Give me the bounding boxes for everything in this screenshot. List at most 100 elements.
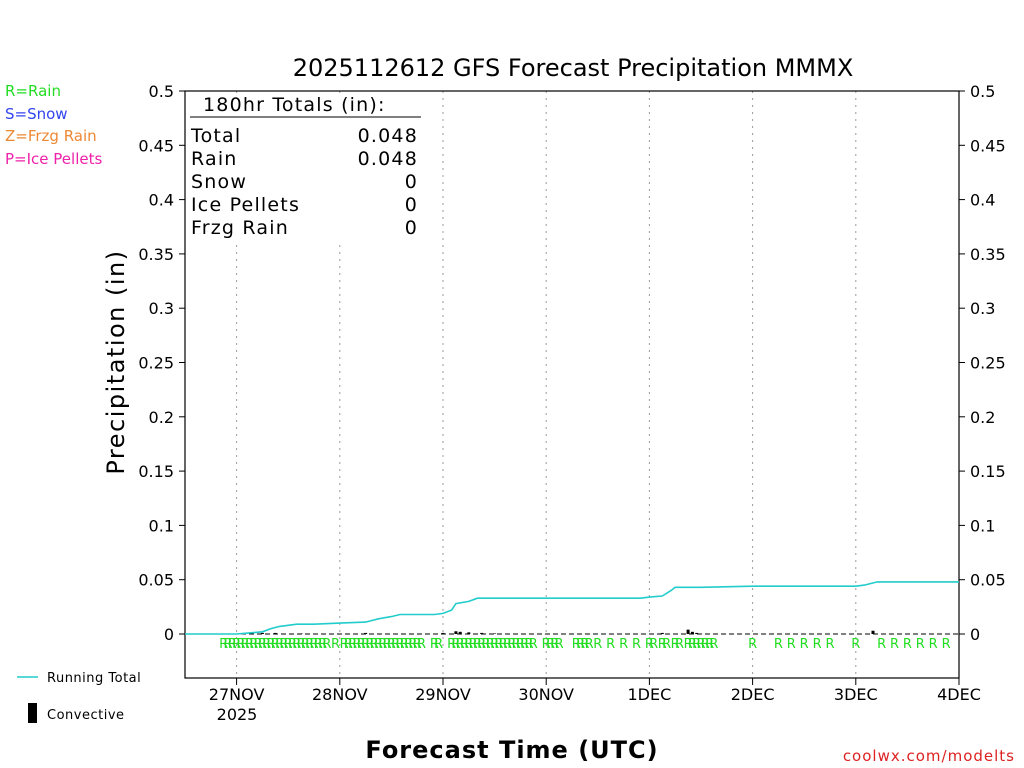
credit-text: coolwx.com/modelts [843,747,1015,765]
x-tick-label: 30NOV [518,685,574,704]
x-tick-label: 1DEC [628,685,672,704]
precip-type-mark-rain: R [254,637,263,652]
precip-type-mark-rain: R [499,637,508,652]
precip-type-mark-rain: R [709,637,718,652]
precip-type-mark-rain: R [279,637,288,652]
precip-type-mark-rain: R [460,637,469,652]
precip-type-mark-rain: R [619,637,628,652]
precip-type-mark-rain: R [787,637,796,652]
precip-type-mark-rain: R [481,637,490,652]
precip-type-mark-rain: R [456,637,465,652]
convective-bar [467,632,471,634]
precip-type-mark-rain: R [572,637,581,652]
precip-type-mark-rain: R [357,637,366,652]
running-total-line [185,581,959,635]
precip-type-mark-rain: R [662,637,671,652]
precip-type-mark-rain: R [658,637,667,652]
y-axis-right: 0 0.05 0.1 0.15 0.2 0.25 0.3 0.35 0.4 0.45 0.5 [959,82,1006,644]
precip-type-mark-rain: R [486,637,495,652]
precip-type-mark-rain: R [550,637,559,652]
y-tick-label-left: 0.2 [149,408,174,427]
precip-type-mark-rain: R [408,637,417,652]
convective-bar [458,631,462,634]
convective-bar [686,629,690,634]
precip-type-mark-rain: R [258,637,267,652]
precip-type-mark-rain: R [301,637,310,652]
precip-type-mark-rain: R [348,637,357,652]
legend-type-snow: S=Snow [5,105,68,123]
y-tick-label-right: 0.35 [970,245,1006,264]
precip-type-mark-rain: R [236,637,245,652]
precip-type-mark-rain: R [404,637,413,652]
x-tick-label: 2DEC [731,685,775,704]
precip-type-mark-rain: R [266,637,275,652]
convective-bar [260,632,264,634]
precip-type-mark-rain: R [365,637,374,652]
precip-type-mark-rain: R [223,637,232,652]
precip-type-mark-rain: R [314,637,323,652]
y-axis-label: Precipitation (in) [102,249,130,474]
precip-type-mark-rain: R [318,637,327,652]
y-tick-label-right: 0.45 [970,136,1006,155]
precip-type-mark-rain: R [688,637,697,652]
precip-type-mark-rain: R [288,637,297,652]
y-tick-label-left: 0.05 [138,571,174,590]
precip-type-mark-rain: R [748,637,757,652]
totals-row-label: Rain [191,148,238,170]
x-tick-label: 27NOV [209,685,265,704]
y-tick-label-left: 0.45 [138,136,174,155]
precip-type-mark-rain: R [417,637,426,652]
precip-type-mark-rain: R [434,637,443,652]
legend-type-frzg-rain: Z=Frzg Rain [5,127,97,145]
precip-type-mark-rain: R [684,637,693,652]
convective-bars [260,629,875,634]
precip-type-mark-rain: R [490,637,499,652]
precip-type-mark-rain: R [649,637,658,652]
convective-bar [364,632,368,634]
precip-type-mark-rain: R [271,637,280,652]
year-label: 2025 [217,705,258,724]
precip-type-mark-rain: R [228,637,237,652]
precip-type-mark-rain: R [232,637,241,652]
y-tick-label-left: 0 [164,625,174,644]
precip-type-mark-rain: R [825,637,834,652]
y-tick-label-right: 0.1 [970,516,995,535]
precip-type-mark-rain: R [916,637,925,652]
y-tick-label-left: 0.35 [138,245,174,264]
precip-type-mark-rain: R [451,637,460,652]
x-tick-label: 29NOV [415,685,471,704]
precip-type-mark-rain: R [361,637,370,652]
precip-type-mark-rain: R [512,637,521,652]
totals-box: 180hr Totals (in): Total 0.048 Rain 0.048 Sn… [188,93,438,240]
precip-type-mark-rain: R [942,637,951,652]
precip-type-mark-rain: R [245,637,254,652]
precip-type-mark-rain: R [383,637,392,652]
precip-type-mark-rain: R [309,637,318,652]
y-tick-label-left: 0.3 [149,299,174,318]
precip-type-mark-rain: R [378,637,387,652]
totals-row-label: Snow [191,171,247,193]
precip-type-mark-rain: R [701,637,710,652]
precip-type-mark-rain: R [520,637,529,652]
precip-type-mark-rain: R [890,637,899,652]
precip-type-mark-rain: R [352,637,361,652]
precip-type-mark-rain: R [297,637,306,652]
y-tick-label-left: 0.5 [149,82,174,101]
precip-type-mark-rain: R [344,637,353,652]
chart-title: 2025112612 GFS Forecast Precipitation MM… [293,54,854,82]
precip-type-mark-rain: R [813,637,822,652]
y-tick-label-right: 0.3 [970,299,995,318]
y-tick-label-right: 0.25 [970,354,1006,373]
precip-type-mark-rain: R [447,637,456,652]
precip-type-mark-rain: R [705,637,714,652]
precip-type-mark-rain: R [305,637,314,652]
precip-type-mark-rain: R [903,637,912,652]
totals-row-value: 0.048 [358,125,418,147]
precip-type-mark-rain: R [464,637,473,652]
precip-type-mark-rain: R [477,637,486,652]
y-axis-left: 0 0.05 0.1 0.15 0.2 0.25 0.3 0.35 0.4 0.45 0.5 [138,82,185,644]
x-axis-label: Forecast Time (UTC) [365,736,658,764]
legend-type-rain: R=Rain [5,82,61,100]
x-axis: 27NOV 28NOV 29NOV 30NOV 1DEC 2DEC 3DEC 4DEC [209,678,981,704]
plot-frame [184,90,960,679]
